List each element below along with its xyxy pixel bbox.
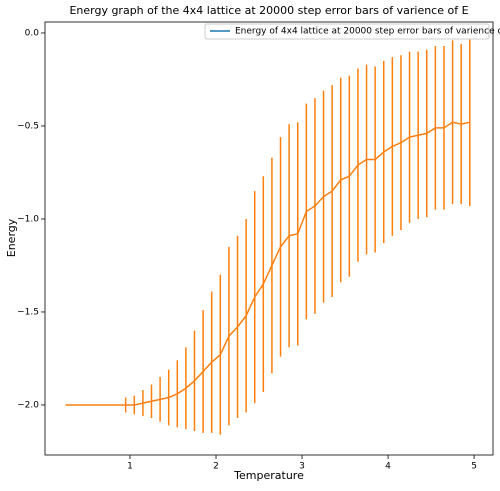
x-tick-label: 4 (385, 462, 391, 472)
chart-title: Energy graph of the 4x4 lattice at 20000… (69, 4, 468, 17)
x-axis-label: Temperature (233, 469, 304, 482)
legend-label: Energy of 4x4 lattice at 20000 step erro… (235, 27, 500, 37)
x-tick-label: 5 (471, 462, 477, 472)
plot-frame (44, 21, 494, 456)
x-tick-label: 3 (299, 462, 305, 472)
x-tick-label: 2 (213, 462, 219, 472)
y-tick-label: −0.5 (17, 121, 39, 131)
x-tick-label: 1 (127, 462, 133, 472)
y-tick-label: −2.0 (17, 400, 39, 410)
data-line (65, 121, 470, 406)
y-tick-label: −1.5 (17, 307, 39, 317)
legend-box (204, 23, 490, 40)
y-tick-label: −1.0 (17, 214, 39, 224)
y-axis-label: Energy (5, 218, 18, 257)
y-tick-label: 0.0 (25, 28, 40, 38)
